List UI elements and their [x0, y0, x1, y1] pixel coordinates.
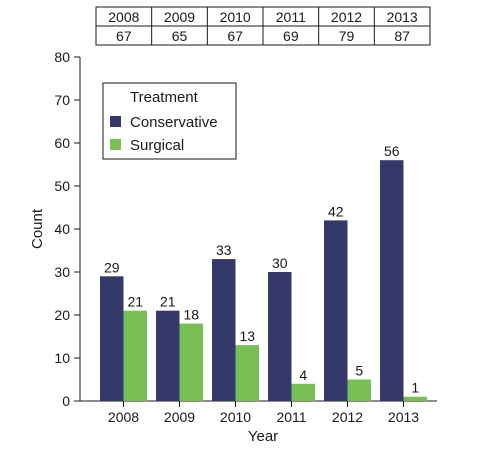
data-label-surgical-2011: 4 [299, 367, 307, 383]
data-label-surgical-2013: 1 [411, 380, 419, 396]
data-label-conservative-2011: 30 [272, 255, 288, 271]
bar-conservative-2013 [380, 160, 404, 401]
totals-table-total-2008: 67 [116, 28, 132, 44]
y-tick-label: 50 [54, 178, 70, 194]
totals-table-year-2010: 2010 [220, 9, 251, 25]
bar-conservative-2008 [100, 276, 124, 401]
data-label-conservative-2010: 33 [216, 242, 232, 258]
bar-conservative-2011 [268, 272, 292, 401]
totals-table-total-2011: 69 [283, 28, 299, 44]
data-label-conservative-2012: 42 [328, 203, 344, 219]
x-tick-label-2008: 2008 [108, 409, 139, 425]
data-labels: 29 21 21 18 33 13 30 4 42 5 56 1 [104, 143, 419, 396]
data-label-conservative-2009: 21 [160, 294, 176, 310]
y-tick-label: 20 [54, 307, 70, 323]
legend-label-surgical: Surgical [130, 137, 184, 154]
y-tick-label: 40 [54, 221, 70, 237]
legend: Treatment Conservative Surgical [102, 82, 237, 160]
x-tick-label-2011: 2011 [276, 409, 306, 425]
y-tick-label: 70 [54, 92, 70, 108]
totals-table-cells: 2008 67 2009 65 2010 67 2011 69 2012 79 2013 87 [108, 7, 418, 45]
totals-table-year-2012: 2012 [331, 9, 362, 25]
legend-title: Treatment [130, 89, 199, 106]
totals-table: 2008 67 2009 65 2010 67 2011 69 2012 79 2013 87 [95, 6, 431, 46]
bar-surgical-2012 [347, 379, 371, 401]
x-axis-ticks: 2008 2009 2010 2011 2012 2013 [108, 401, 419, 425]
legend-label-conservative: Conservative [130, 114, 218, 131]
y-axis-ticks: 0 10 20 30 40 50 60 70 80 [54, 49, 80, 409]
legend-box [102, 82, 237, 160]
totals-table-year-2011: 2011 [276, 9, 306, 25]
totals-table-total-2012: 79 [339, 28, 355, 44]
x-tick-label-2013: 2013 [388, 409, 419, 425]
data-label-conservative-2013: 56 [384, 143, 400, 159]
y-tick-label: 60 [54, 135, 70, 151]
bars [100, 160, 427, 401]
data-label-surgical-2009: 18 [183, 307, 199, 323]
bar-surgical-2010 [235, 345, 259, 401]
y-tick-label: 30 [54, 264, 70, 280]
totals-table-year-2009: 2009 [164, 9, 195, 25]
totals-table-total-2009: 65 [172, 28, 188, 44]
totals-table-total-2013: 87 [394, 28, 410, 44]
data-label-surgical-2010: 13 [239, 328, 255, 344]
bar-conservative-2010 [212, 259, 236, 401]
y-tick-label: 0 [62, 393, 70, 409]
y-axis-title: Count [29, 208, 46, 249]
x-tick-label-2012: 2012 [332, 409, 363, 425]
data-label-surgical-2012: 5 [355, 363, 363, 379]
legend-swatch-surgical [110, 139, 121, 150]
y-tick-label: 80 [54, 49, 70, 65]
x-tick-label-2010: 2010 [220, 409, 251, 425]
bar-surgical-2008 [123, 310, 147, 401]
x-tick-label-2009: 2009 [164, 409, 195, 425]
x-axis-title: Year [248, 428, 278, 445]
data-label-conservative-2008: 29 [104, 259, 120, 275]
bar-surgical-2009 [179, 323, 203, 401]
totals-table-year-2013: 2013 [387, 9, 418, 25]
bar-conservative-2012 [324, 220, 348, 401]
bar-surgical-2011 [291, 383, 315, 401]
legend-swatch-conservative [110, 116, 121, 127]
bar-conservative-2009 [156, 310, 180, 401]
bar-surgical-2013 [403, 396, 427, 401]
totals-table-year-2008: 2008 [108, 9, 139, 25]
data-label-surgical-2008: 21 [127, 294, 143, 310]
totals-table-total-2010: 67 [227, 28, 243, 44]
y-tick-label: 10 [54, 350, 70, 366]
